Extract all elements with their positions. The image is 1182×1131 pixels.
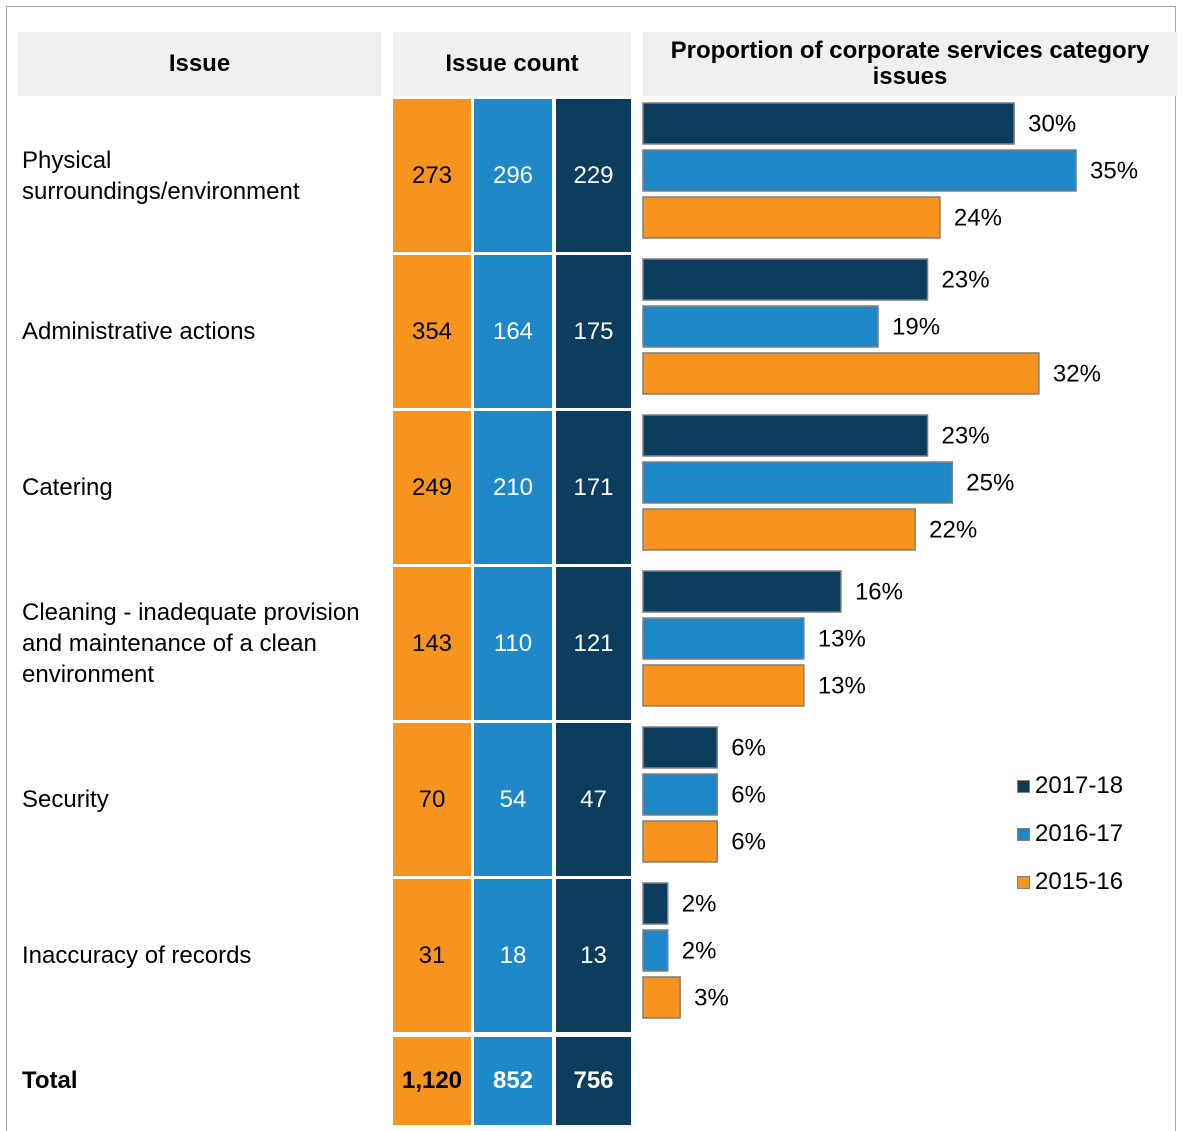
total-count-2015-16: 1,120 — [393, 1037, 471, 1125]
count-cell-c1718: 229 — [556, 99, 631, 252]
issue-label: Inaccuracy of records — [22, 942, 252, 969]
bar-2016-17 — [642, 461, 954, 504]
bar-2016-17 — [642, 149, 1077, 192]
bar-2017-18 — [642, 882, 669, 925]
count-cell-c1718: 47 — [556, 723, 631, 876]
bar-value-label: 23% — [942, 267, 990, 294]
header-issue: Issue — [18, 32, 381, 96]
bar-value-label: 3% — [694, 985, 729, 1012]
count-cell-c1516: 273 — [393, 99, 471, 252]
legend-item: 2015-16 — [1017, 868, 1123, 896]
bar-value-label: 35% — [1090, 158, 1138, 185]
issue-label: Catering — [22, 474, 113, 501]
bar-2015-16 — [642, 196, 941, 239]
bar-value-label: 6% — [731, 735, 766, 762]
bar-value-label: 23% — [942, 423, 990, 450]
header-proportion: Proportion of corporate services categor… — [643, 32, 1177, 96]
legend-swatch — [1017, 827, 1030, 841]
bar-value-label: 6% — [731, 829, 766, 856]
bar-value-label: 32% — [1053, 361, 1101, 388]
legend-item: 2017-18 — [1017, 772, 1123, 800]
bar-2015-16 — [642, 664, 805, 707]
bar-2015-16 — [642, 976, 681, 1019]
legend-label: 2016-17 — [1035, 820, 1124, 847]
bar-value-label: 30% — [1028, 111, 1076, 138]
bar-2016-17 — [642, 617, 805, 660]
bar-2017-18 — [642, 570, 842, 613]
bar-value-label: 2% — [682, 891, 717, 918]
bar-2016-17 — [642, 305, 879, 348]
count-cell-c1617: 18 — [474, 879, 552, 1032]
bar-2017-18 — [642, 102, 1015, 145]
legend-swatch — [1017, 779, 1030, 793]
count-cell-c1617: 110 — [474, 567, 552, 720]
legend-label: 2015-16 — [1035, 868, 1124, 895]
count-cell-c1718: 175 — [556, 255, 631, 408]
bar-value-label: 6% — [731, 782, 766, 809]
total-count-2016-17: 852 — [474, 1037, 552, 1125]
bar-value-label: 2% — [682, 938, 717, 965]
bar-value-label: 13% — [818, 626, 866, 653]
bar-2017-18 — [642, 726, 718, 769]
count-cell-c1617: 54 — [474, 723, 552, 876]
total-count-2017-18: 756 — [556, 1037, 631, 1125]
count-cell-c1718: 13 — [556, 879, 631, 1032]
bar-2015-16 — [642, 820, 718, 863]
bar-value-label: 13% — [818, 673, 866, 700]
count-cell-c1516: 354 — [393, 255, 471, 408]
count-cell-c1516: 70 — [393, 723, 471, 876]
bar-value-label: 19% — [892, 314, 940, 341]
legend-label: 2017-18 — [1035, 772, 1124, 799]
bar-2016-17 — [642, 773, 718, 816]
count-cell-c1718: 121 — [556, 567, 631, 720]
issue-label: Administrative actions — [22, 318, 256, 345]
issue-label: Physical surroundings/environment — [22, 146, 300, 205]
issue-label: Security — [22, 786, 109, 813]
bar-value-label: 22% — [929, 517, 977, 544]
count-cell-c1718: 171 — [556, 411, 631, 564]
header-issue-count: Issue count — [393, 32, 631, 96]
legend-swatch — [1017, 875, 1030, 889]
bar-value-label: 25% — [966, 470, 1014, 497]
count-cell-c1516: 143 — [393, 567, 471, 720]
bar-2017-18 — [642, 258, 929, 301]
legend-item: 2016-17 — [1017, 820, 1123, 848]
chart-frame — [6, 6, 1176, 1131]
bar-2016-17 — [642, 929, 669, 972]
count-cell-c1617: 296 — [474, 99, 552, 252]
count-cell-c1516: 249 — [393, 411, 471, 564]
count-cell-c1516: 31 — [393, 879, 471, 1032]
bar-2017-18 — [642, 414, 929, 457]
bar-value-label: 16% — [855, 579, 903, 606]
count-cell-c1617: 210 — [474, 411, 552, 564]
total-label: Total — [22, 1067, 78, 1094]
issue-label: Cleaning - inadequate provision and main… — [22, 599, 360, 688]
bar-2015-16 — [642, 508, 916, 551]
bar-2015-16 — [642, 352, 1040, 395]
count-cell-c1617: 164 — [474, 255, 552, 408]
bar-value-label: 24% — [954, 205, 1002, 232]
